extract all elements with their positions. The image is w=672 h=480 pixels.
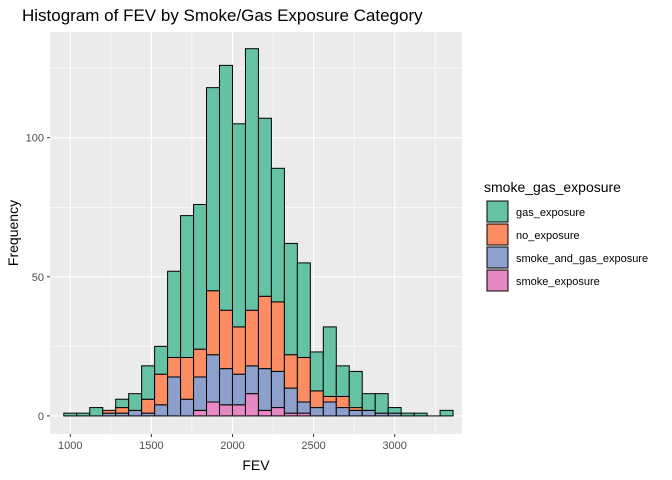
bar-no-exposure [335,395,350,409]
x-axis: 1000 1500 2000 2500 3000 [58,434,407,452]
y-axis-title: Frequency [5,200,21,266]
bar-gas-exposure [374,393,389,414]
bar-gas-exposure [283,242,298,356]
legend-label-smoke-and-gas-exposure: smoke_and_gas_exposure [516,253,648,265]
bar-no-exposure [231,326,246,375]
bar-no-exposure [115,407,130,414]
bar-smoke-and-gas-exposure [335,407,350,417]
bar-gas-exposure [141,365,156,400]
legend-title: smoke_gas_exposure [484,179,621,195]
x-tick-label: 1500 [139,440,163,452]
bar-gas-exposure [257,117,272,297]
bar-no-exposure [296,356,311,403]
bar-gas-exposure [128,393,143,411]
y-tick-label: 100 [26,133,44,145]
bar-smoke-and-gas-exposure [361,409,376,417]
y-axis: 0 50 100 [26,133,50,423]
bar-gas-exposure [335,365,350,397]
bar-smoke-and-gas-exposure [193,376,208,411]
legend-label-smoke-exposure: smoke_exposure [516,276,600,288]
bar-smoke-and-gas-exposure [231,373,246,406]
bar-smoke-exposure [244,393,259,417]
legend-key-gas-exposure [486,200,509,223]
bar-gas-exposure [63,412,78,417]
bar-gas-exposure [206,87,221,292]
bar-smoke-and-gas-exposure [257,368,272,411]
bar-no-exposure [270,301,285,372]
bar-smoke-and-gas-exposure [167,376,182,417]
bar-no-exposure [309,390,324,409]
bar-smoke-and-gas-exposure [128,409,143,417]
bar-gas-exposure [439,409,454,417]
x-tick-label: 2000 [220,440,244,452]
bar-smoke-exposure [193,409,208,417]
bar-gas-exposure [309,351,324,392]
bar-smoke-and-gas-exposure [283,387,298,414]
legend: smoke_gas_exposure gas_exposure no_exposu… [484,179,648,292]
y-tick-label: 0 [38,411,44,423]
x-tick-label: 2500 [301,440,325,452]
bar-no-exposure [206,290,221,356]
bar-smoke-and-gas-exposure [180,398,195,417]
bar-no-exposure [257,295,272,370]
bar-smoke-exposure [257,409,272,417]
bar-smoke-exposure [206,401,221,417]
bar-gas-exposure [180,215,195,358]
bar-smoke-exposure [270,407,285,417]
bar-smoke-and-gas-exposure [206,354,221,403]
bar-gas-exposure [270,167,285,303]
bar-gas-exposure [89,407,104,417]
bar-gas-exposure [387,407,402,414]
bar-smoke-and-gas-exposure [244,365,259,395]
bar-no-exposure [193,348,208,378]
bar-gas-exposure [231,123,246,328]
x-tick-label: 3000 [382,440,406,452]
bar-gas-exposure [296,262,311,358]
chart-title: Histogram of FEV by Smoke/Gas Exposure C… [22,6,423,25]
legend-key-no-exposure [486,223,509,246]
bar-smoke-and-gas-exposure [348,409,363,417]
legend-key-smoke-exposure [486,269,509,292]
bar-gas-exposure [361,393,376,411]
y-tick-label: 50 [32,272,44,284]
legend-label-no-exposure: no_exposure [516,230,580,242]
bar-no-exposure [154,373,169,406]
bar-smoke-and-gas-exposure [322,401,337,417]
bar-smoke-and-gas-exposure [154,404,169,417]
bar-gas-exposure [348,370,363,409]
bar-no-exposure [167,356,182,378]
bar-no-exposure [180,356,195,400]
bar-smoke-and-gas-exposure [296,401,311,414]
bar-gas-exposure [322,326,337,397]
bar-smoke-and-gas-exposure [219,368,233,406]
bar-gas-exposure [154,345,169,375]
x-tick-label: 1000 [58,440,82,452]
bar-no-exposure [102,409,117,414]
bar-no-exposure [244,309,259,367]
bar-gas-exposure [219,64,233,311]
bar-gas-exposure [167,270,182,358]
bar-no-exposure [283,354,298,389]
bar-smoke-exposure [231,404,246,417]
bar-gas-exposure [115,398,130,409]
bar-gas-exposure [193,203,208,350]
x-axis-title: FEV [242,457,270,473]
bar-no-exposure [219,309,233,370]
legend-key-smoke-and-gas-exposure [486,246,509,269]
bar-smoke-exposure [219,404,233,417]
bar-no-exposure [322,395,337,403]
bar-smoke-and-gas-exposure [270,370,285,409]
bar-gas-exposure [244,48,259,311]
bar-gas-exposure [413,412,428,417]
bar-smoke-and-gas-exposure [309,407,324,417]
bar-gas-exposure [76,412,91,417]
legend-label-gas-exposure: gas_exposure [516,207,585,219]
histogram-bars [63,48,454,417]
bar-gas-exposure [400,412,415,417]
bar-no-exposure [141,398,156,414]
